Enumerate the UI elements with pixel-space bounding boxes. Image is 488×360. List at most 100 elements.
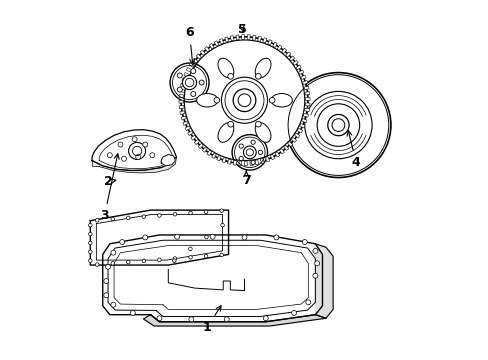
Circle shape: [227, 121, 233, 127]
Polygon shape: [189, 63, 194, 67]
Polygon shape: [161, 154, 175, 166]
Text: 6: 6: [185, 26, 194, 64]
Circle shape: [250, 160, 255, 165]
Polygon shape: [204, 46, 209, 52]
Polygon shape: [295, 65, 301, 70]
Polygon shape: [182, 78, 187, 82]
Circle shape: [172, 259, 176, 262]
Circle shape: [177, 73, 182, 78]
Circle shape: [95, 263, 99, 266]
Circle shape: [204, 210, 207, 213]
Polygon shape: [281, 48, 286, 54]
Circle shape: [305, 300, 310, 305]
Circle shape: [88, 259, 92, 262]
Circle shape: [239, 144, 243, 148]
Circle shape: [118, 142, 122, 147]
Polygon shape: [209, 44, 214, 49]
Circle shape: [105, 264, 110, 269]
Polygon shape: [252, 35, 255, 40]
Polygon shape: [235, 35, 239, 40]
Circle shape: [111, 302, 116, 307]
Polygon shape: [216, 156, 221, 161]
Circle shape: [220, 253, 223, 257]
Polygon shape: [298, 70, 304, 75]
Circle shape: [258, 150, 262, 154]
Polygon shape: [196, 54, 201, 59]
Ellipse shape: [270, 94, 292, 107]
Circle shape: [88, 232, 92, 236]
Circle shape: [220, 209, 223, 212]
Circle shape: [126, 216, 130, 220]
Polygon shape: [187, 131, 193, 135]
Circle shape: [174, 234, 179, 239]
Circle shape: [263, 316, 268, 321]
Polygon shape: [219, 39, 223, 44]
Circle shape: [312, 273, 317, 278]
Circle shape: [255, 121, 261, 127]
Circle shape: [126, 260, 130, 264]
Circle shape: [273, 235, 278, 240]
Polygon shape: [143, 315, 325, 326]
Circle shape: [210, 234, 215, 239]
Circle shape: [242, 235, 246, 240]
Polygon shape: [265, 157, 269, 162]
Circle shape: [95, 219, 99, 222]
Polygon shape: [179, 100, 183, 103]
Circle shape: [103, 279, 108, 283]
Text: 1: 1: [203, 306, 221, 334]
Circle shape: [233, 89, 255, 112]
Polygon shape: [285, 52, 290, 57]
Polygon shape: [202, 147, 207, 152]
Circle shape: [250, 140, 255, 144]
Circle shape: [111, 250, 116, 255]
Circle shape: [227, 73, 233, 79]
Polygon shape: [190, 135, 196, 140]
Circle shape: [312, 248, 317, 253]
Polygon shape: [181, 116, 186, 120]
Polygon shape: [224, 37, 228, 42]
Polygon shape: [277, 45, 282, 50]
Circle shape: [120, 239, 124, 244]
Polygon shape: [300, 75, 305, 80]
Polygon shape: [183, 121, 188, 125]
Polygon shape: [179, 95, 183, 98]
Circle shape: [188, 247, 192, 251]
Circle shape: [135, 154, 141, 159]
Polygon shape: [214, 41, 218, 46]
Ellipse shape: [255, 58, 270, 78]
Polygon shape: [246, 35, 250, 40]
Circle shape: [302, 239, 306, 244]
Polygon shape: [249, 161, 253, 166]
Circle shape: [190, 69, 195, 73]
Circle shape: [224, 317, 229, 322]
Polygon shape: [289, 56, 294, 61]
Polygon shape: [211, 153, 216, 158]
Circle shape: [111, 262, 114, 265]
Polygon shape: [186, 67, 191, 72]
Circle shape: [157, 316, 162, 321]
Circle shape: [142, 215, 145, 219]
Polygon shape: [206, 150, 211, 156]
Circle shape: [121, 156, 126, 161]
Polygon shape: [233, 160, 236, 165]
Polygon shape: [92, 157, 176, 173]
Polygon shape: [241, 35, 244, 39]
Polygon shape: [304, 86, 308, 90]
Circle shape: [142, 142, 147, 147]
Polygon shape: [292, 60, 298, 65]
Text: 3: 3: [100, 154, 119, 222]
Circle shape: [181, 37, 307, 164]
Polygon shape: [179, 89, 184, 92]
Circle shape: [142, 235, 147, 240]
Circle shape: [149, 153, 155, 158]
Circle shape: [132, 137, 137, 142]
Circle shape: [188, 317, 193, 322]
Circle shape: [88, 250, 92, 253]
Circle shape: [173, 212, 176, 216]
Circle shape: [221, 77, 267, 123]
Polygon shape: [302, 81, 307, 85]
Ellipse shape: [218, 123, 233, 142]
Circle shape: [220, 224, 224, 227]
Circle shape: [103, 293, 108, 298]
Circle shape: [190, 91, 195, 96]
